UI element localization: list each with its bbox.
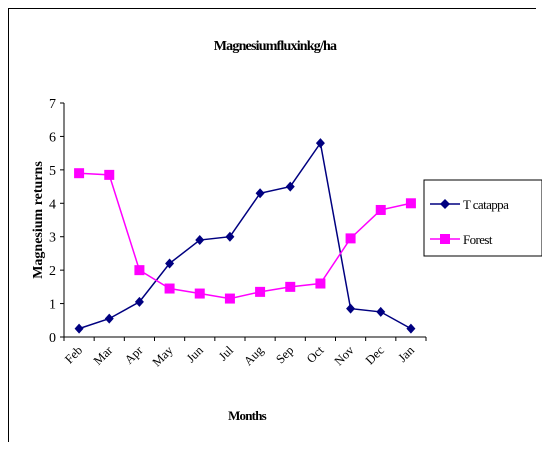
data-point-square xyxy=(405,198,416,209)
x-tick-label: Feb xyxy=(62,343,85,366)
data-point-square xyxy=(164,283,175,294)
data-point-square xyxy=(255,286,266,297)
legend-label-forest: Forest xyxy=(463,232,493,247)
y-tick-label: 0 xyxy=(49,331,56,346)
y-tick-label: 3 xyxy=(49,231,56,246)
x-tick-label: Dec xyxy=(363,343,387,367)
x-tick-label: Jul xyxy=(216,343,237,364)
y-tick-group: 0 1 2 3 4 5 6 7 xyxy=(49,97,64,346)
data-point-diamond xyxy=(195,235,205,246)
y-tick-label: 7 xyxy=(49,97,56,112)
chart-frame xyxy=(8,8,536,442)
legend-marker-diamond-icon xyxy=(440,199,450,209)
x-tick-label: Nov xyxy=(332,343,358,369)
x-tick-label: Sep xyxy=(273,343,296,366)
y-tick-label: 6 xyxy=(49,130,56,145)
data-point-square xyxy=(74,168,85,179)
data-point-square xyxy=(224,293,235,304)
data-point-square xyxy=(285,281,296,292)
x-tick-label: Aug xyxy=(241,343,267,369)
data-point-square xyxy=(345,233,356,244)
x-tick-label: Apr xyxy=(122,343,146,367)
x-tick-label: Jan xyxy=(395,343,417,365)
x-tick-label: Jun xyxy=(184,343,207,366)
x-tick-label: May xyxy=(150,343,177,370)
data-point-diamond xyxy=(315,138,325,149)
data-point-diamond xyxy=(74,323,84,334)
data-point-square xyxy=(315,278,326,289)
x-tick-label: Oct xyxy=(304,343,327,366)
data-point-square xyxy=(375,204,386,215)
data-point-square xyxy=(104,169,115,180)
x-tick-label: Mar xyxy=(91,343,116,368)
data-point-diamond xyxy=(255,188,265,199)
legend: T catappa Forest xyxy=(423,179,542,257)
data-point-diamond xyxy=(406,323,416,334)
data-point-diamond xyxy=(285,181,295,192)
legend-marker-square-icon xyxy=(440,234,450,244)
x-axis-label: Months xyxy=(228,408,267,423)
y-axis-label: Magnesium returns xyxy=(31,161,46,279)
series-line-forest xyxy=(79,172,412,300)
data-point-square xyxy=(134,265,145,276)
x-tick-group: Feb Mar Apr May Jun Jul Aug Sep Oct Nov Dec Jan xyxy=(62,337,427,370)
data-point-diamond xyxy=(346,303,356,314)
data-point-diamond xyxy=(376,306,386,317)
y-tick-label: 1 xyxy=(49,298,56,313)
data-point-diamond xyxy=(165,258,175,269)
series-line-t-catappa xyxy=(78,141,412,330)
data-point-diamond xyxy=(134,296,144,307)
y-tick-label: 5 xyxy=(49,164,56,179)
data-point-square xyxy=(194,288,205,299)
data-point-diamond xyxy=(104,313,114,324)
y-tick-label: 2 xyxy=(49,264,56,279)
series-group xyxy=(74,138,416,334)
legend-label-t-catappa: T catappa xyxy=(463,197,509,212)
data-point-diamond xyxy=(225,231,235,242)
y-tick-label: 4 xyxy=(49,197,56,212)
chart-title: Magnesiumfluxinkg/ha xyxy=(214,39,337,54)
